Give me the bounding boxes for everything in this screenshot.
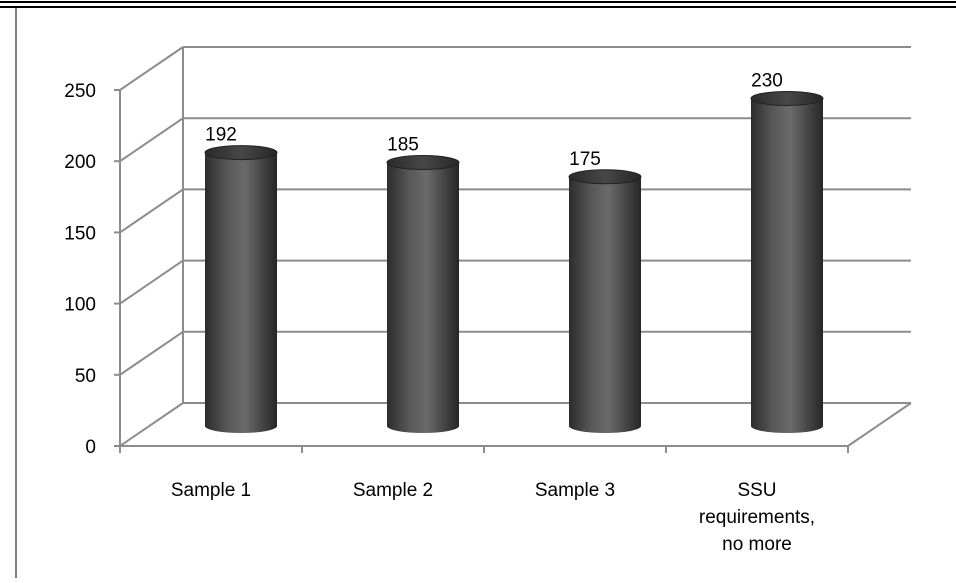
data-label: 192 <box>205 125 237 146</box>
side-gridline <box>119 259 184 305</box>
cylinder-body <box>569 176 641 434</box>
cylinder-body <box>387 162 459 433</box>
cylinder-body <box>751 98 823 433</box>
x-category-label-line: Sample 3 <box>535 480 615 501</box>
y-tick-label: 100 <box>64 295 96 316</box>
cylinder-bar <box>386 155 460 433</box>
y-tick-label: 250 <box>64 81 96 102</box>
y-tick-label: 150 <box>64 223 96 244</box>
side-gridline <box>119 46 184 91</box>
x-category-label-line: requirements, <box>699 507 815 528</box>
cylinder-bar <box>204 145 278 434</box>
x-category-label-line: SSU <box>737 480 776 501</box>
cylinder-top <box>750 90 824 106</box>
x-category-label-line: Sample 2 <box>353 480 433 501</box>
side-gridline <box>119 188 184 234</box>
y-tick-label: 200 <box>64 152 96 173</box>
x-category-label-line: no more <box>722 534 792 555</box>
x-category-label: Sample 1 <box>171 480 251 501</box>
x-category-label: SSU requirements, no more <box>699 480 815 555</box>
data-label: 175 <box>569 149 601 170</box>
cylinder-bar <box>568 169 642 434</box>
x-category-label: Sample 2 <box>353 480 433 501</box>
y-tick-label: 50 <box>75 366 96 387</box>
x-category-label: Sample 3 <box>535 480 615 501</box>
data-label: 185 <box>387 135 419 156</box>
cylinder-top <box>204 145 278 161</box>
cylinder-top <box>568 169 642 185</box>
cylinder-top <box>386 155 460 171</box>
y-tick-label: 0 <box>85 437 96 458</box>
side-gridline <box>119 330 184 376</box>
cylinder-bar <box>750 90 824 433</box>
x-category-label-line: Sample 1 <box>171 480 251 501</box>
data-label: 230 <box>751 70 783 91</box>
side-gridline <box>119 402 184 447</box>
cylinder-body <box>205 152 277 434</box>
side-gridline <box>119 117 184 163</box>
floor-right-edge <box>847 402 912 447</box>
